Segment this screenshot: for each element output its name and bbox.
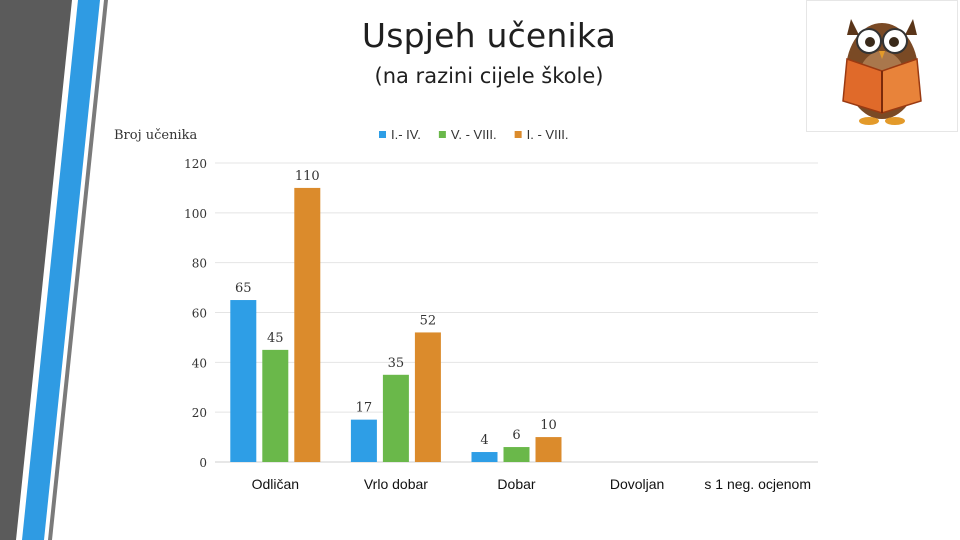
data-label: 17 — [356, 401, 373, 416]
y-tick-label: 60 — [192, 307, 207, 321]
data-label: 10 — [540, 418, 557, 433]
y-axis-label: Broj učenika — [114, 128, 198, 143]
y-tick-label: 120 — [184, 157, 207, 171]
data-label: 110 — [295, 169, 320, 184]
bar — [503, 447, 530, 462]
legend-label: I.- IV. — [391, 127, 421, 142]
data-label: 45 — [267, 331, 284, 346]
x-tick-label: Dovoljan — [610, 476, 664, 492]
x-axis-ticks: Odličan Vrlo dobar Dobar Dovoljan s 1 neg. o… — [252, 476, 811, 492]
bar — [535, 437, 562, 462]
y-tick-label: 80 — [192, 257, 207, 271]
data-labels: 65 45 110 17 35 52 4 6 10 — [235, 169, 557, 448]
bars — [230, 187, 562, 462]
bar — [350, 419, 377, 462]
bar — [414, 332, 441, 462]
x-tick-label: Dobar — [497, 476, 535, 492]
legend-swatch — [514, 131, 522, 138]
data-label: 52 — [420, 313, 437, 328]
y-tick-label: 0 — [199, 456, 207, 470]
legend-label: V. - VIII. — [451, 127, 497, 142]
grey-stripe — [0, 0, 72, 540]
x-tick-label: Vrlo dobar — [364, 476, 428, 492]
x-tick-label: Odličan — [252, 476, 299, 492]
slide-title: Uspjeh učenika — [361, 16, 617, 55]
y-tick-label: 20 — [192, 406, 207, 420]
bar — [262, 349, 289, 462]
data-label: 35 — [388, 356, 405, 371]
data-label: 4 — [480, 433, 488, 448]
y-tick-label: 40 — [192, 356, 207, 370]
owl-reading-book-icon — [806, 0, 958, 132]
y-axis-ticks: 0 20 40 60 80 100 120 — [184, 157, 207, 470]
thin-grey-stripe — [48, 0, 108, 540]
y-tick-label: 100 — [184, 207, 207, 221]
blue-stripe — [22, 0, 100, 540]
bar — [471, 452, 498, 462]
legend-swatch — [379, 131, 386, 138]
legend-swatch — [438, 131, 446, 138]
legend: I.- IV. V. - VIII. I. - VIII. — [379, 127, 569, 142]
data-label: 6 — [512, 428, 520, 443]
bar — [230, 300, 257, 462]
x-tick-label: s 1 neg. ocjenom — [704, 476, 811, 492]
bar — [294, 187, 321, 462]
legend-label: I. - VIII. — [527, 127, 569, 142]
slide-subtitle: (na razini cijele škole) — [374, 64, 604, 88]
bar — [382, 374, 409, 462]
data-label: 65 — [235, 281, 252, 296]
